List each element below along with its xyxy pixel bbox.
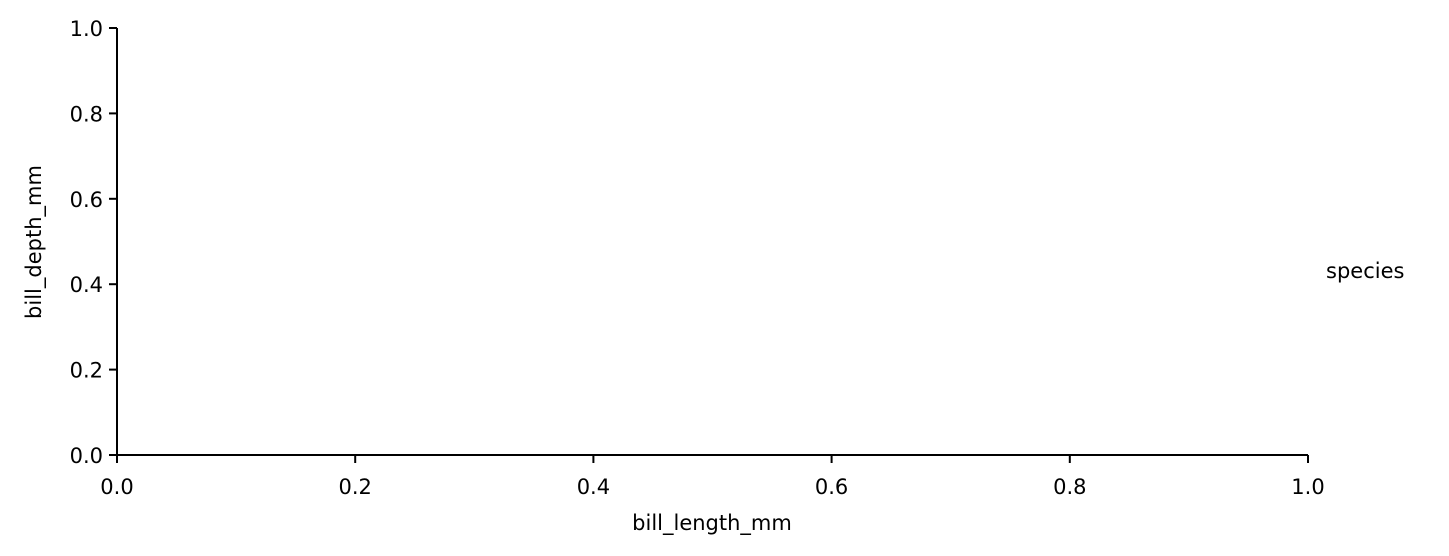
y-axis-ticks: 0.0 0.2 0.4 0.6 0.8 1.0: [70, 17, 117, 468]
x-tick-label: 0.4: [577, 475, 610, 499]
x-tick-label: 0.2: [338, 475, 371, 499]
y-tick-label: 0.2: [70, 359, 103, 383]
x-tick-label: 0.0: [100, 475, 133, 499]
legend-title: species: [1326, 259, 1404, 283]
x-tick-label: 0.8: [1053, 475, 1086, 499]
x-axis-label: bill_length_mm: [632, 511, 792, 536]
y-tick-label: 0.8: [70, 102, 103, 126]
y-tick-label: 0.6: [70, 188, 103, 212]
x-tick-label: 0.6: [815, 475, 848, 499]
legend: species: [1326, 259, 1404, 283]
y-axis-label: bill_depth_mm: [22, 165, 47, 319]
y-tick-label: 0.0: [70, 444, 103, 468]
plot-area: [116, 28, 1308, 456]
x-tick-label: 1.0: [1291, 475, 1324, 499]
y-tick-label: 0.4: [70, 273, 103, 297]
y-tick-label: 1.0: [70, 17, 103, 41]
x-axis-ticks: 0.0 0.2 0.4 0.6 0.8 1.0: [100, 455, 1325, 499]
